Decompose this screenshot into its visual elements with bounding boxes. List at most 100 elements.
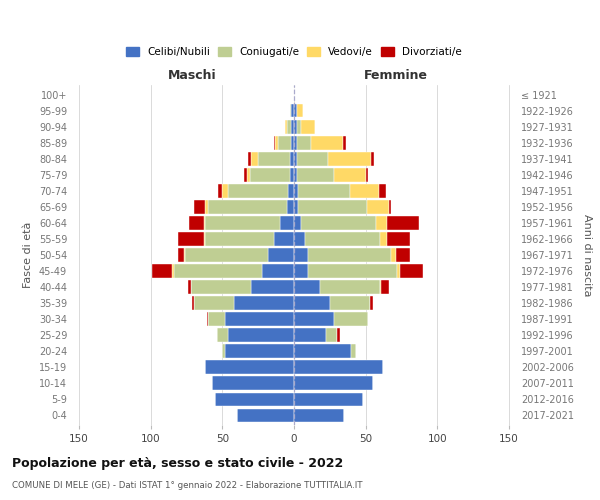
Bar bbox=[294, 200, 298, 213]
Bar bbox=[290, 152, 294, 166]
Bar bbox=[291, 120, 294, 134]
Bar bbox=[294, 264, 308, 278]
Bar bbox=[391, 248, 395, 262]
Bar bbox=[380, 280, 382, 294]
Bar bbox=[326, 328, 337, 342]
Bar bbox=[376, 216, 387, 230]
Bar bbox=[258, 152, 290, 166]
Text: Popolazione per età, sesso e stato civile - 2022: Popolazione per età, sesso e stato civil… bbox=[12, 458, 343, 470]
Bar bbox=[297, 120, 301, 134]
Bar bbox=[297, 136, 311, 149]
Bar bbox=[330, 296, 370, 310]
Bar bbox=[275, 136, 278, 149]
Bar bbox=[380, 232, 387, 246]
Bar bbox=[294, 184, 298, 198]
Bar bbox=[208, 312, 225, 326]
Bar bbox=[173, 264, 262, 278]
Bar bbox=[262, 264, 294, 278]
Bar bbox=[172, 264, 173, 278]
Bar bbox=[190, 216, 204, 230]
Bar bbox=[294, 392, 363, 406]
Bar bbox=[294, 360, 383, 374]
Bar bbox=[280, 216, 294, 230]
Bar bbox=[288, 184, 294, 198]
Bar bbox=[311, 136, 343, 149]
Bar bbox=[294, 216, 301, 230]
Bar bbox=[298, 200, 367, 213]
Text: Maschi: Maschi bbox=[167, 68, 216, 82]
Y-axis label: Anni di nascita: Anni di nascita bbox=[582, 214, 592, 296]
Bar bbox=[208, 200, 287, 213]
Bar bbox=[305, 232, 380, 246]
Bar bbox=[205, 216, 280, 230]
Bar bbox=[237, 408, 294, 422]
Bar bbox=[343, 136, 346, 149]
Bar bbox=[205, 360, 294, 374]
Bar bbox=[337, 328, 340, 342]
Bar bbox=[217, 328, 228, 342]
Bar bbox=[290, 104, 291, 118]
Bar bbox=[223, 184, 228, 198]
Bar bbox=[301, 120, 316, 134]
Bar bbox=[294, 248, 308, 262]
Bar bbox=[298, 184, 350, 198]
Bar bbox=[400, 264, 423, 278]
Bar bbox=[205, 200, 208, 213]
Bar bbox=[291, 136, 294, 149]
Bar bbox=[225, 312, 294, 326]
Bar bbox=[301, 216, 376, 230]
Bar bbox=[184, 248, 185, 262]
Bar bbox=[194, 296, 234, 310]
Bar bbox=[274, 136, 275, 149]
Bar bbox=[334, 312, 368, 326]
Bar bbox=[206, 312, 208, 326]
Bar bbox=[228, 184, 288, 198]
Bar bbox=[234, 296, 294, 310]
Bar bbox=[294, 104, 297, 118]
Bar bbox=[294, 312, 334, 326]
Bar bbox=[290, 168, 294, 181]
Bar bbox=[351, 344, 356, 358]
Bar bbox=[223, 344, 225, 358]
Bar bbox=[274, 232, 294, 246]
Bar bbox=[389, 200, 391, 213]
Bar bbox=[250, 168, 290, 181]
Bar bbox=[178, 248, 184, 262]
Bar bbox=[308, 264, 397, 278]
Bar bbox=[188, 280, 191, 294]
Bar bbox=[185, 248, 268, 262]
Bar bbox=[371, 152, 374, 166]
Bar bbox=[297, 168, 334, 181]
Bar bbox=[194, 200, 205, 213]
Bar bbox=[395, 248, 410, 262]
Bar bbox=[225, 344, 294, 358]
Bar bbox=[212, 376, 294, 390]
Text: Femmine: Femmine bbox=[364, 68, 428, 82]
Bar bbox=[294, 344, 351, 358]
Bar bbox=[397, 264, 400, 278]
Bar bbox=[204, 216, 205, 230]
Bar bbox=[294, 136, 297, 149]
Bar bbox=[370, 296, 373, 310]
Bar bbox=[204, 232, 205, 246]
Text: COMUNE DI MELE (GE) - Dati ISTAT 1° gennaio 2022 - Elaborazione TUTTITALIA.IT: COMUNE DI MELE (GE) - Dati ISTAT 1° genn… bbox=[12, 481, 362, 490]
Bar bbox=[328, 152, 371, 166]
Bar bbox=[387, 232, 410, 246]
Bar bbox=[286, 120, 287, 134]
Bar bbox=[297, 152, 328, 166]
Bar bbox=[350, 184, 379, 198]
Bar bbox=[287, 200, 294, 213]
Bar bbox=[268, 248, 294, 262]
Bar bbox=[291, 104, 294, 118]
Bar bbox=[294, 408, 344, 422]
Bar bbox=[308, 248, 391, 262]
Bar bbox=[297, 104, 302, 118]
Bar bbox=[228, 328, 294, 342]
Bar bbox=[365, 168, 368, 181]
Bar bbox=[251, 280, 294, 294]
Bar bbox=[294, 376, 373, 390]
Bar bbox=[320, 280, 380, 294]
Bar bbox=[294, 168, 297, 181]
Bar bbox=[294, 328, 326, 342]
Bar bbox=[178, 232, 204, 246]
